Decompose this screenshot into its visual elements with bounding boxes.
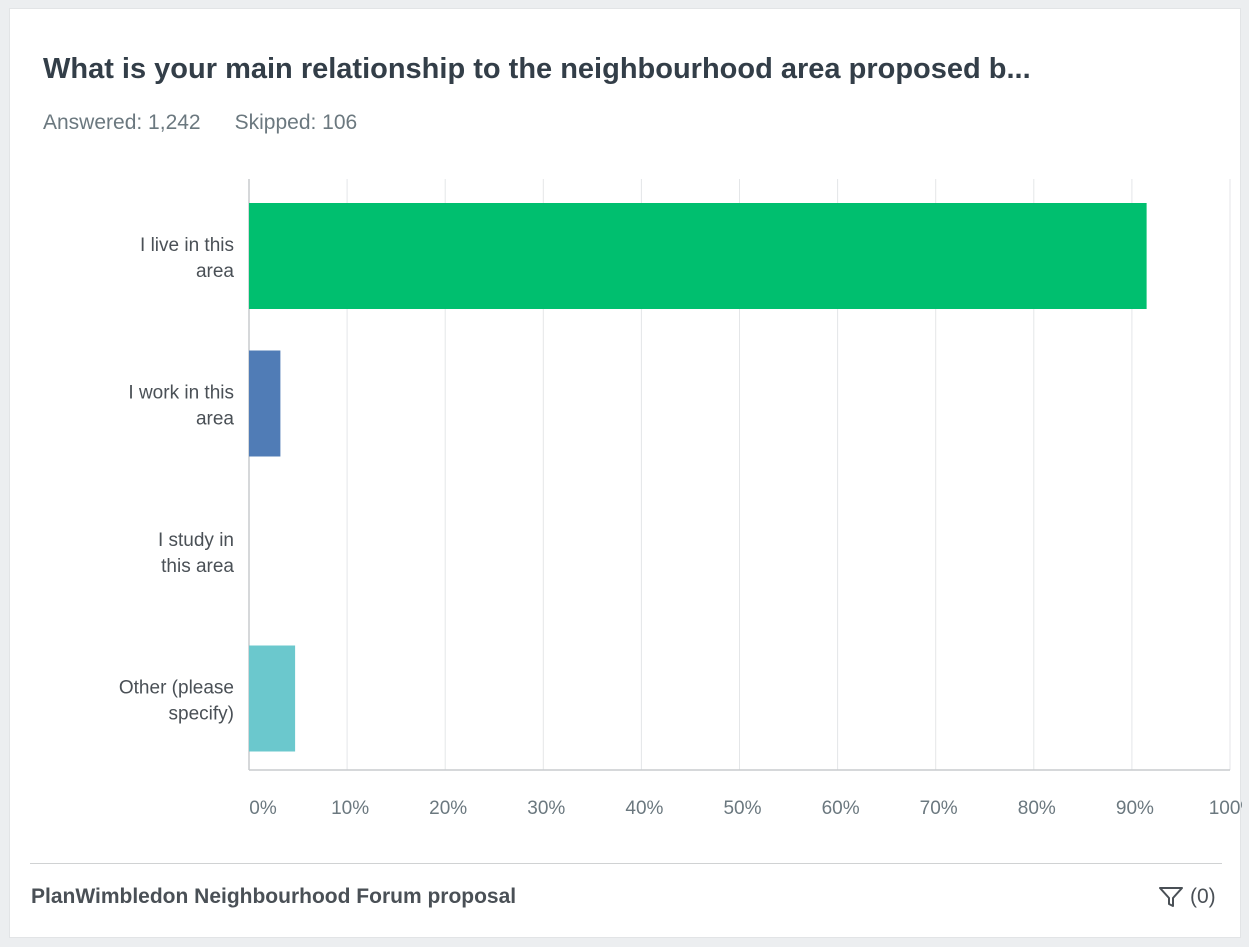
category-label: Other (please specify) — [119, 678, 234, 725]
category-label: I study in this area — [158, 530, 234, 577]
x-tick-label: 90% — [1116, 798, 1154, 819]
bar — [249, 645, 296, 752]
survey-name: PlanWimbledon Neighbourhood Forum propos… — [31, 885, 517, 908]
x-tick-label: 30% — [527, 798, 565, 819]
x-tick-label: 20% — [429, 798, 467, 819]
x-tick-label: 10% — [331, 798, 369, 819]
x-tick-label: 100% — [1209, 798, 1242, 819]
x-tick-label: 60% — [822, 798, 860, 819]
question-title: What is your main relationship to the ne… — [43, 53, 1031, 85]
question-card: What is your main relationship to the ne… — [9, 8, 1242, 938]
x-tick-label: 70% — [920, 798, 958, 819]
answered-count: Answered: 1,242 — [43, 111, 201, 134]
bar-chart: 0% 10% 20% 30% 40% 50% 60% 70% 80% 90% 100% I live … — [119, 179, 1242, 819]
x-tick-label: 0% — [249, 798, 277, 819]
filter-icon — [1159, 887, 1183, 907]
bar — [249, 350, 281, 457]
skipped-count: Skipped: 106 — [234, 111, 358, 134]
category-label: I work in this area — [128, 383, 234, 430]
x-tick-label: 80% — [1018, 798, 1056, 819]
footer-divider — [30, 863, 1222, 864]
response-stats: Answered: 1,242 Skipped: 106 — [43, 111, 391, 135]
filter-count: (0) — [1190, 885, 1216, 908]
filter-button[interactable]: (0) — [1158, 885, 1216, 909]
bar — [249, 203, 1147, 309]
x-tick-label: 40% — [625, 798, 663, 819]
x-tick-label: 50% — [723, 798, 761, 819]
category-label: I live in this area — [140, 235, 234, 282]
